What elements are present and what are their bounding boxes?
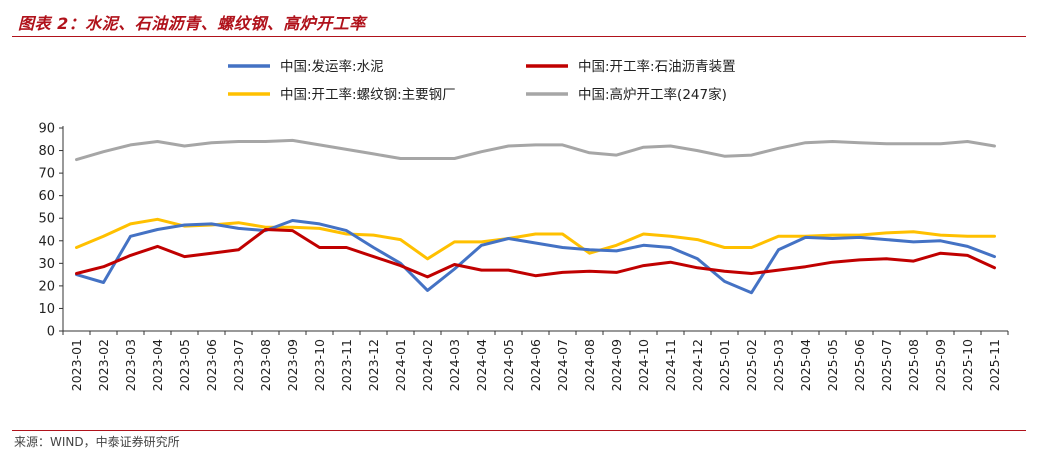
x-tick-label: 2025-11 — [987, 339, 1002, 391]
series-line-3 — [75, 217, 996, 261]
x-tick-label: 2025-10 — [960, 339, 975, 391]
source-rule — [12, 430, 1026, 431]
chart-series — [75, 138, 996, 295]
x-tick-label: 2024-02 — [420, 339, 435, 391]
series-line-2 — [75, 228, 996, 279]
y-tick-label: 10 — [38, 302, 55, 317]
x-tick-label: 2025-01 — [717, 339, 732, 391]
x-tick-label: 2023-12 — [366, 339, 381, 391]
x-tick-label: 2025-05 — [825, 339, 840, 391]
x-tick-label: 2023-01 — [69, 339, 84, 391]
y-tick-label: 20 — [38, 279, 55, 294]
x-tick-label: 2024-11 — [663, 339, 678, 391]
chart-axes: 0 10 20 30 40 50 60 70 80 90 2023-01 2023-02 2023-03… — [38, 122, 1009, 391]
x-tick-label: 2024-10 — [636, 339, 651, 391]
x-tick-label: 2023-04 — [150, 339, 165, 391]
title-rule — [12, 36, 1026, 37]
y-tick-label: 90 — [38, 122, 55, 137]
x-tick-label: 2025-04 — [798, 339, 813, 391]
y-tick-label: 40 — [38, 234, 55, 249]
y-tick-label: 70 — [38, 167, 55, 182]
x-tick-label: 2024-08 — [582, 339, 597, 391]
x-tick-label: 2024-04 — [474, 339, 489, 391]
x-tick-label: 2024-09 — [609, 339, 624, 391]
legend-label: 中国:高炉开工率(247家) — [578, 86, 727, 103]
figure-title: 图表 2：水泥、石油沥青、螺纹钢、高炉开工率 — [18, 14, 366, 33]
x-tick-label: 2024-06 — [528, 339, 543, 391]
x-tick-label: 2023-10 — [312, 339, 327, 391]
y-tick-label: 30 — [38, 257, 55, 272]
x-tick-label: 2023-05 — [177, 339, 192, 391]
x-tick-label: 2024-05 — [501, 339, 516, 391]
legend-label: 中国:开工率:石油沥青装置 — [578, 58, 736, 75]
x-tick-label: 2025-03 — [771, 339, 786, 391]
x-tick-label: 2024-01 — [393, 339, 408, 391]
x-tick-label: 2023-06 — [204, 339, 219, 391]
series-line-4 — [75, 138, 996, 162]
x-tick-label: 2025-09 — [933, 339, 948, 391]
x-tick-label: 2023-09 — [285, 339, 300, 391]
x-tick-label: 2023-08 — [258, 339, 273, 391]
y-tick-label: 50 — [38, 212, 55, 227]
y-tick-label: 80 — [38, 144, 55, 159]
x-tick-label: 2023-07 — [231, 339, 246, 391]
legend-label: 中国:开工率:螺纹钢:主要钢厂 — [280, 86, 456, 103]
source-note: 来源：WIND，中泰证券研究所 — [14, 435, 180, 449]
x-tick-label: 2024-03 — [447, 339, 462, 391]
legend-label: 中国:发运率:水泥 — [280, 58, 384, 75]
x-tick-label: 2025-02 — [744, 339, 759, 391]
x-tick-label: 2023-02 — [96, 339, 111, 391]
x-tick-label: 2024-12 — [690, 339, 705, 391]
y-tick-label: 0 — [47, 325, 55, 340]
line-chart: 0 10 20 30 40 50 60 70 80 90 2023-01 2023-02 2023-03… — [38, 58, 1009, 391]
x-tick-label: 2025-07 — [879, 339, 894, 391]
x-tick-label: 2024-07 — [555, 339, 570, 391]
x-tick-label: 2025-08 — [906, 339, 921, 391]
x-tick-label: 2023-03 — [123, 339, 138, 391]
y-tick-label: 60 — [38, 189, 55, 204]
x-tick-label: 2025-06 — [852, 339, 867, 391]
x-tick-label: 2023-11 — [339, 339, 354, 391]
series-line-1 — [75, 219, 996, 295]
